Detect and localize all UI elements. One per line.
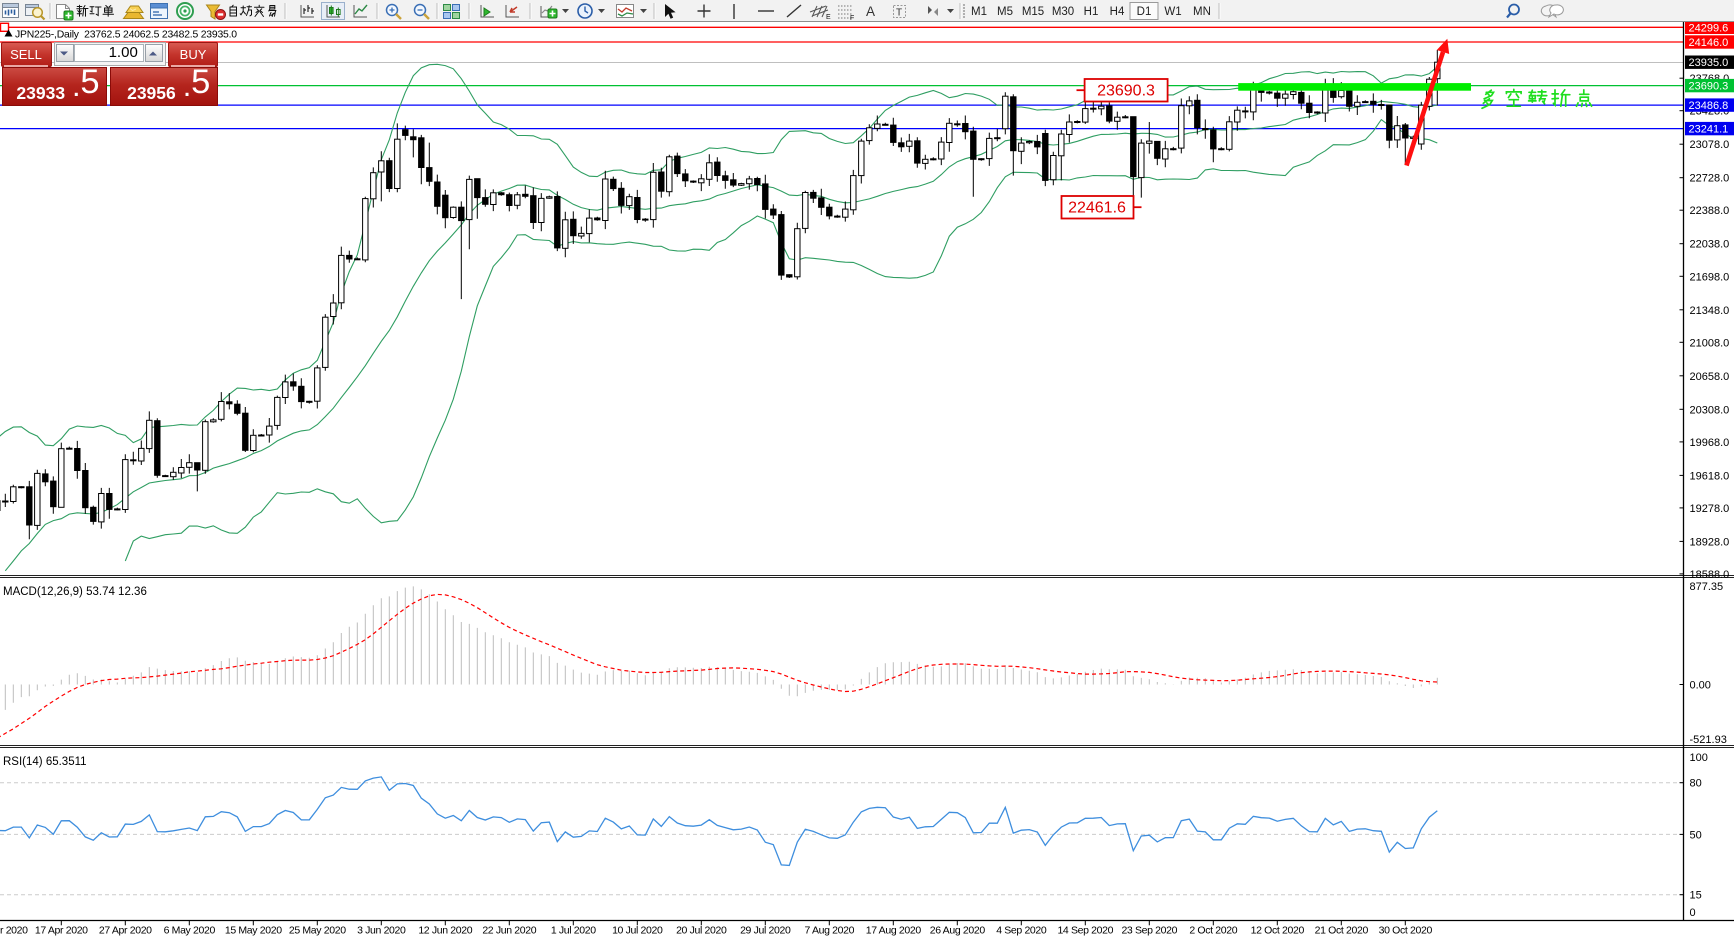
svg-text:15 May 2020: 15 May 2020	[225, 925, 282, 937]
svg-text:30 Oct 2020: 30 Oct 2020	[1379, 925, 1433, 937]
svg-text:21348.0: 21348.0	[1690, 305, 1730, 317]
svg-text:22388.0: 22388.0	[1690, 205, 1730, 217]
svg-text:A: A	[866, 4, 875, 19]
svg-text:19618.0: 19618.0	[1690, 470, 1730, 482]
svg-text:23241.1: 23241.1	[1689, 124, 1729, 136]
svg-text:0.00: 0.00	[1690, 680, 1711, 692]
svg-text:23690.3: 23690.3	[1097, 83, 1155, 100]
svg-text:877.35: 877.35	[1690, 581, 1724, 593]
svg-text:29 Jul 2020: 29 Jul 2020	[740, 925, 791, 937]
svg-text:24146.0: 24146.0	[1689, 37, 1729, 49]
svg-text:0: 0	[1690, 907, 1696, 919]
svg-text:17 Apr 2020: 17 Apr 2020	[35, 925, 88, 937]
svg-text:23486.8: 23486.8	[1689, 100, 1729, 112]
svg-text:20 Jul 2020: 20 Jul 2020	[676, 925, 727, 937]
svg-text:26 Aug 2020: 26 Aug 2020	[930, 925, 986, 937]
svg-text:M1: M1	[971, 6, 987, 18]
svg-text:-521.93: -521.93	[1690, 734, 1727, 746]
svg-text:24299.6: 24299.6	[1689, 22, 1729, 34]
svg-text:17 Aug 2020: 17 Aug 2020	[866, 925, 922, 937]
svg-text:20308.0: 20308.0	[1690, 404, 1730, 416]
svg-text:M15: M15	[1022, 6, 1044, 18]
svg-text:JPN225-,Daily 23762.5 24062.5: JPN225-,Daily 23762.5 24062.5 23482.5 23…	[15, 30, 237, 41]
svg-text:MN: MN	[1193, 6, 1211, 18]
svg-text:21008.0: 21008.0	[1690, 337, 1730, 349]
svg-text:M30: M30	[1052, 6, 1074, 18]
svg-text:22461.6: 22461.6	[1068, 200, 1126, 217]
svg-text:15: 15	[1690, 890, 1702, 902]
svg-text:3 Jun 2020: 3 Jun 2020	[357, 925, 406, 937]
svg-text:10 Jul 2020: 10 Jul 2020	[612, 925, 663, 937]
svg-text:22 Jun 2020: 22 Jun 2020	[482, 925, 536, 937]
svg-text:14 Sep 2020: 14 Sep 2020	[1057, 925, 1113, 937]
svg-text:23078.0: 23078.0	[1690, 139, 1730, 151]
svg-text:21698.0: 21698.0	[1690, 271, 1730, 283]
svg-text:12 Oct 2020: 12 Oct 2020	[1251, 925, 1305, 937]
svg-text:D1: D1	[1137, 6, 1152, 18]
svg-text:18588.0: 18588.0	[1690, 569, 1730, 581]
svg-text:22038.0: 22038.0	[1690, 239, 1730, 251]
svg-text:20658.0: 20658.0	[1690, 371, 1730, 383]
svg-text:H1: H1	[1084, 6, 1099, 18]
svg-text:80: 80	[1690, 778, 1702, 790]
svg-text:H4: H4	[1110, 6, 1125, 18]
svg-text:M5: M5	[997, 6, 1013, 18]
svg-text:18928.0: 18928.0	[1690, 536, 1730, 548]
svg-text:T: T	[896, 8, 902, 19]
svg-text:6 May 2020: 6 May 2020	[164, 925, 216, 937]
svg-text:12 Jun 2020: 12 Jun 2020	[418, 925, 472, 937]
svg-text:1 Jul 2020: 1 Jul 2020	[551, 925, 596, 937]
svg-text:25 May 2020: 25 May 2020	[289, 925, 346, 937]
svg-text:2 Oct 2020: 2 Oct 2020	[1189, 925, 1237, 937]
svg-text:21 Oct 2020: 21 Oct 2020	[1315, 925, 1369, 937]
svg-text:8 Apr 2020: 8 Apr 2020	[0, 925, 28, 937]
svg-text:W1: W1	[1164, 6, 1181, 18]
svg-text:23935.0: 23935.0	[1689, 57, 1729, 69]
svg-text:22728.0: 22728.0	[1690, 173, 1730, 185]
svg-text:19968.0: 19968.0	[1690, 437, 1730, 449]
svg-text:23690.3: 23690.3	[1689, 81, 1729, 93]
svg-text:100: 100	[1690, 752, 1708, 764]
svg-text:MACD(12,26,9) 53.74 12.36: MACD(12,26,9) 53.74 12.36	[3, 586, 147, 598]
svg-text:27 Apr 2020: 27 Apr 2020	[99, 925, 152, 937]
svg-text:4 Sep 2020: 4 Sep 2020	[996, 925, 1047, 937]
svg-text:E: E	[826, 14, 831, 21]
svg-text:RSI(14) 65.3511: RSI(14) 65.3511	[3, 756, 87, 768]
svg-text:F: F	[850, 15, 854, 22]
svg-text:50: 50	[1690, 829, 1702, 841]
svg-text:19278.0: 19278.0	[1690, 503, 1730, 515]
svg-text:7 Aug 2020: 7 Aug 2020	[804, 925, 854, 937]
svg-text:23 Sep 2020: 23 Sep 2020	[1121, 925, 1177, 937]
